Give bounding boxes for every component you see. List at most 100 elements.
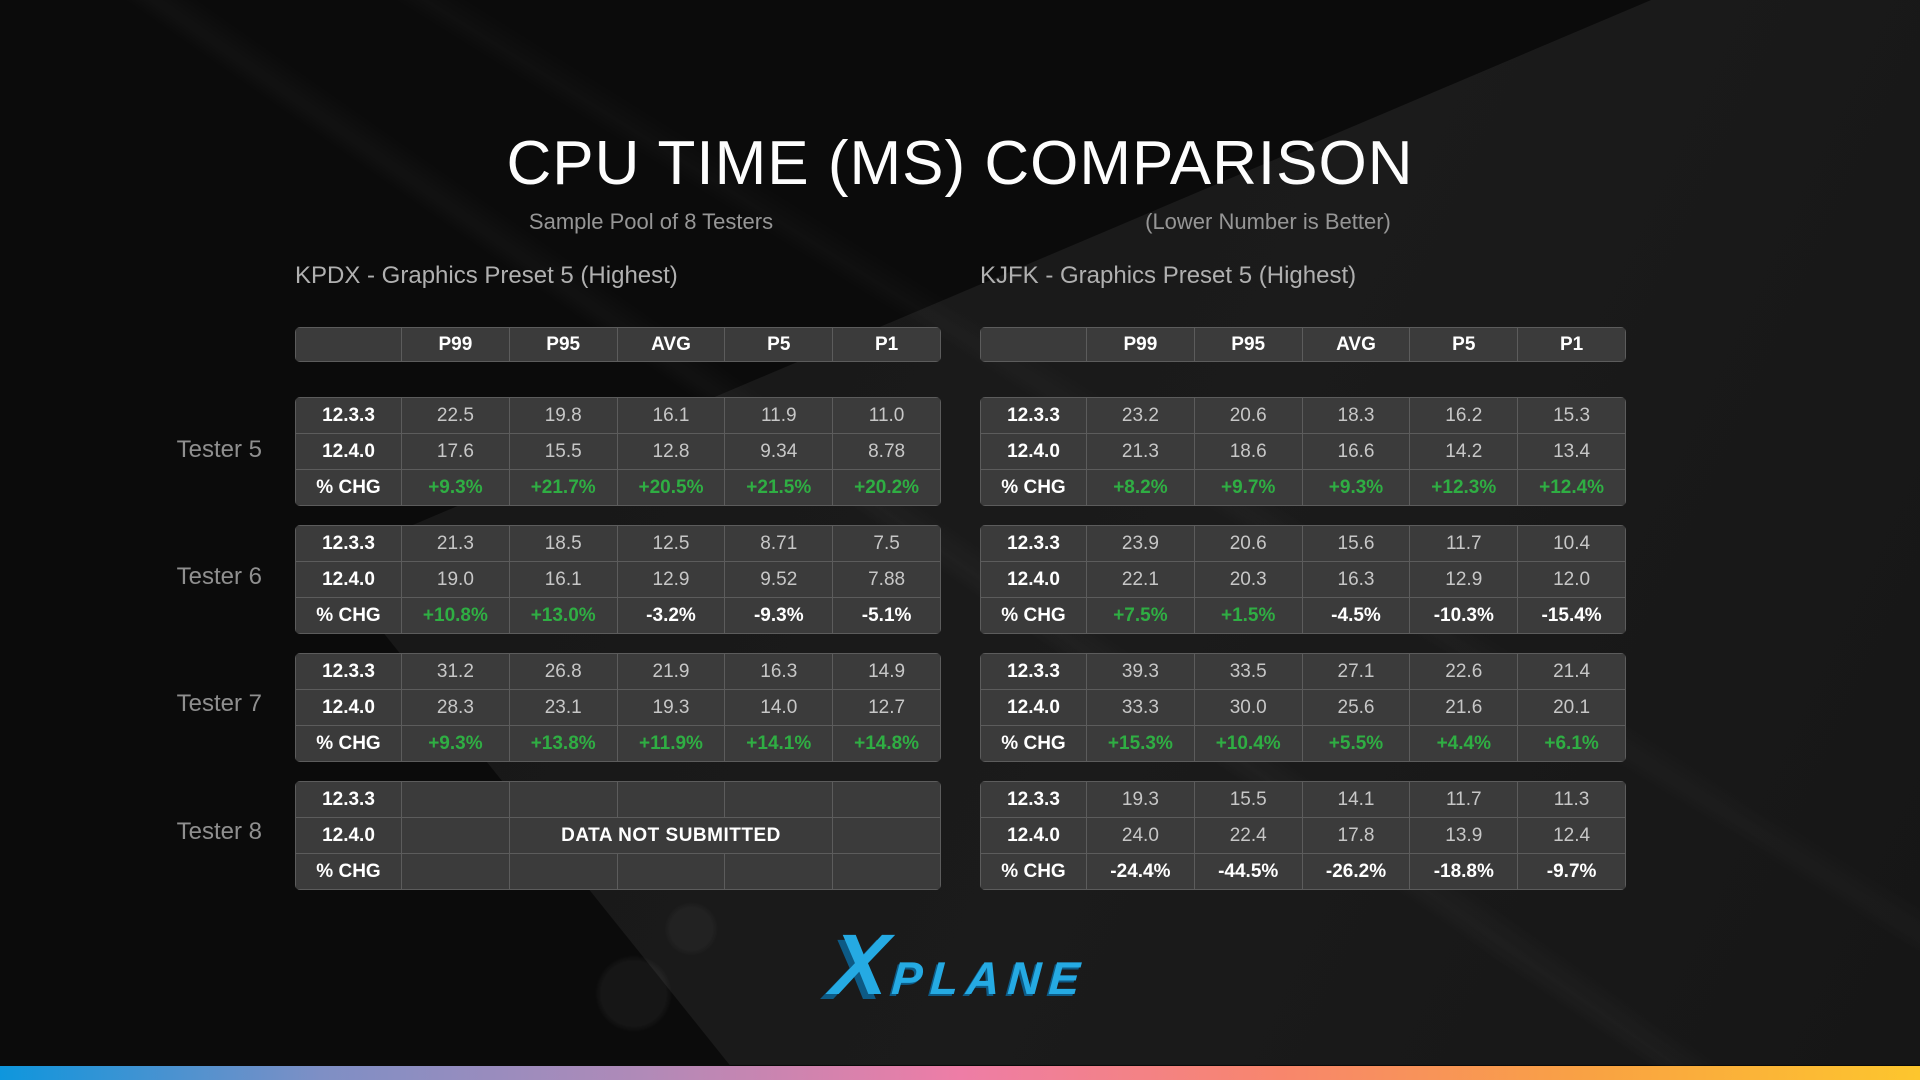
value-cell: 15.5 <box>508 433 618 470</box>
value-cell: 10.4 <box>1517 525 1626 562</box>
version-label-cell: 12.4.0 <box>295 689 402 726</box>
value-cell: 14.1 <box>1301 781 1411 818</box>
version-label-cell: 12.3.3 <box>295 525 402 562</box>
version-label-cell: 12.4.0 <box>295 433 402 470</box>
pct-change-cell <box>832 853 941 890</box>
value-cell: 19.3 <box>1086 781 1195 818</box>
pct-change-cell: +6.1% <box>1517 725 1626 762</box>
value-cell: 23.9 <box>1086 525 1195 562</box>
pct-change-cell: +1.5% <box>1193 597 1303 634</box>
pct-change-cell: +12.3% <box>1409 469 1519 506</box>
value-cell: 21.4 <box>1517 653 1626 690</box>
column-header-cell: P1 <box>832 327 941 362</box>
value-cell: 13.9 <box>1409 817 1519 854</box>
value-cell: 7.88 <box>832 561 941 598</box>
section-title: KPDX - Graphics Preset 5 (Highest) <box>295 262 678 289</box>
xplane-logo: XPLANE <box>0 917 1920 1013</box>
tester-block: 12.3.3 23.9 20.6 15.6 11.7 10.4 12.4.0 22.1 20.3… <box>980 525 1626 634</box>
column-header-cell: P99 <box>1086 327 1195 362</box>
value-cell: 11.7 <box>1409 781 1519 818</box>
pct-change-cell: -3.2% <box>616 597 726 634</box>
subtitle-lower-better: (Lower Number is Better) <box>1145 209 1391 234</box>
pct-change-cell <box>401 853 510 890</box>
value-cell: 33.3 <box>1086 689 1195 726</box>
value-cell: 18.5 <box>508 525 618 562</box>
pct-change-cell: -18.8% <box>1409 853 1519 890</box>
version-label-cell: 12.4.0 <box>295 817 402 854</box>
value-cell: 15.3 <box>1517 397 1626 434</box>
pct-change-cell: +10.4% <box>1193 725 1303 762</box>
value-cell: 20.3 <box>1193 561 1303 598</box>
no-data-cell: DATA NOT SUBMITTED <box>508 817 834 854</box>
corner-cell <box>295 327 402 362</box>
value-cell: 9.52 <box>724 561 834 598</box>
value-cell: 30.0 <box>1193 689 1303 726</box>
value-cell: 17.6 <box>401 433 510 470</box>
pct-change-cell: +20.2% <box>832 469 941 506</box>
pct-change-cell: +12.4% <box>1517 469 1626 506</box>
column-header-cell: P95 <box>508 327 618 362</box>
pct-change-cell: -4.5% <box>1301 597 1411 634</box>
value-cell: 20.6 <box>1193 525 1303 562</box>
version-label-cell: 12.3.3 <box>980 525 1087 562</box>
value-cell: 39.3 <box>1086 653 1195 690</box>
bottom-gradient-bar <box>0 1066 1920 1080</box>
value-cell: 12.8 <box>616 433 726 470</box>
value-cell: 19.0 <box>401 561 510 598</box>
value-cell: 14.2 <box>1409 433 1519 470</box>
table-group-kjfk: KJFK - Graphics Preset 5 (Highest) P99 P95… <box>980 262 1628 909</box>
pct-change-cell: +13.0% <box>508 597 618 634</box>
value-cell <box>401 817 510 854</box>
tester-block: 12.3.3 19.3 15.5 14.1 11.7 11.3 12.4.0 24.0 22.4… <box>980 781 1626 890</box>
tester-label: Tester 6 <box>176 563 262 590</box>
tester-block: 12.3.3 22.5 19.8 16.1 11.9 11.0 12.4.0 17.6 15.5… <box>295 397 941 506</box>
pct-change-cell: +14.8% <box>832 725 941 762</box>
tester-label: Tester 5 <box>176 436 262 463</box>
tester-block: 12.3.3 23.2 20.6 18.3 16.2 15.3 12.4.0 21.3 18.6… <box>980 397 1626 506</box>
logo-plane-text: PLANE <box>890 952 1090 1004</box>
pct-chg-label-cell: % CHG <box>295 597 402 634</box>
value-cell: 11.3 <box>1517 781 1626 818</box>
pct-chg-label-cell: % CHG <box>980 725 1087 762</box>
subtitle-sample-pool: Sample Pool of 8 Testers <box>528 209 774 234</box>
value-cell <box>401 781 510 818</box>
tester-block: 12.3.3 39.3 33.5 27.1 22.6 21.4 12.4.0 33.3 30.0… <box>980 653 1626 762</box>
value-cell: 19.8 <box>508 397 618 434</box>
value-cell: 23.2 <box>1086 397 1195 434</box>
column-header-cell: P99 <box>401 327 510 362</box>
value-cell: 12.9 <box>1409 561 1519 598</box>
pct-change-cell: -9.7% <box>1517 853 1626 890</box>
tester-label: Tester 7 <box>176 690 262 717</box>
version-label-cell: 12.3.3 <box>980 781 1087 818</box>
value-cell: 31.2 <box>401 653 510 690</box>
value-cell: 27.1 <box>1301 653 1411 690</box>
value-cell: 21.6 <box>1409 689 1519 726</box>
version-label-cell: 12.3.3 <box>295 397 402 434</box>
version-label-cell: 12.4.0 <box>980 561 1087 598</box>
pct-change-cell: -24.4% <box>1086 853 1195 890</box>
pct-change-cell: -15.4% <box>1517 597 1626 634</box>
tester-block: 12.3.3 12.4.0 DATA NOT SUBMITTED % CHG <box>295 781 941 890</box>
logo-x-glyph: X <box>828 917 893 1013</box>
pct-change-cell <box>616 853 726 890</box>
version-label-cell: 12.4.0 <box>980 689 1087 726</box>
value-cell <box>724 781 834 818</box>
pct-change-cell: -44.5% <box>1193 853 1303 890</box>
column-header-cell: P5 <box>1409 327 1519 362</box>
value-cell: 22.4 <box>1193 817 1303 854</box>
page-title: CPU TIME (MS) COMPARISON <box>506 129 1414 198</box>
value-cell: 22.6 <box>1409 653 1519 690</box>
value-cell: 12.9 <box>616 561 726 598</box>
version-label-cell: 12.3.3 <box>980 653 1087 690</box>
value-cell: 7.5 <box>832 525 941 562</box>
value-cell: 20.6 <box>1193 397 1303 434</box>
pct-change-cell: +9.3% <box>401 725 510 762</box>
value-cell: 8.78 <box>832 433 941 470</box>
column-header-cell: AVG <box>1301 327 1411 362</box>
pct-chg-label-cell: % CHG <box>980 597 1087 634</box>
value-cell: 17.8 <box>1301 817 1411 854</box>
table-group-kpdx: KPDX - Graphics Preset 5 (Highest) P99 P95… <box>295 262 943 909</box>
pct-change-cell: -5.1% <box>832 597 941 634</box>
pct-change-cell: +21.5% <box>724 469 834 506</box>
tester-block: 12.3.3 21.3 18.5 12.5 8.71 7.5 12.4.0 19.0 16.1 1… <box>295 525 941 634</box>
